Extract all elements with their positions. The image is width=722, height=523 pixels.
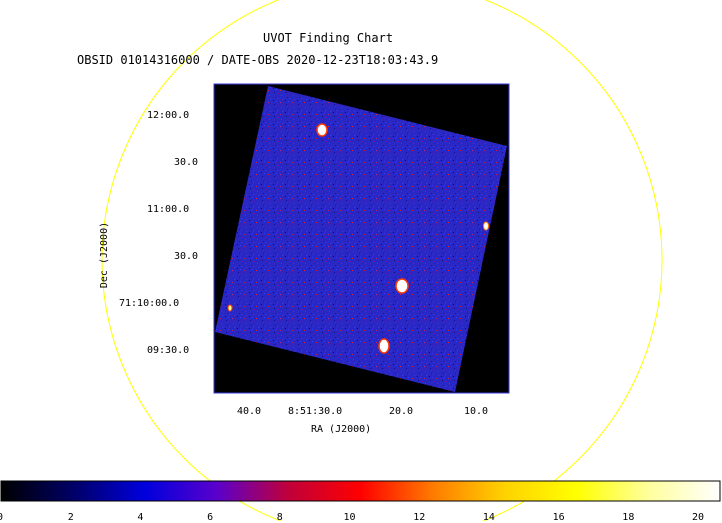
colorbar-tick-label: 6	[207, 512, 214, 523]
ra-tick-label: 40.0	[237, 406, 262, 417]
x-axis-label: RA (J2000)	[311, 424, 372, 435]
chart-title: UVOT Finding Chart	[263, 31, 394, 45]
colorbar-tick-label: 14	[482, 512, 495, 523]
colorbar-tick-label: 8	[276, 512, 283, 523]
ra-tick-label: 8:51:30.0	[288, 406, 343, 417]
dec-tick-label: 11:00.0	[147, 204, 190, 215]
dec-tick-label: 71:10:00.0	[119, 298, 180, 309]
colorbar-tick-label: 18	[622, 512, 635, 523]
source-marker	[227, 304, 233, 312]
colorbar-gradient	[0, 480, 721, 502]
chart-subtitle: OBSID 01014316000 / DATE-OBS 2020-12-23T…	[77, 53, 439, 67]
dec-tick-label: 30.0	[174, 157, 199, 168]
overlay-circle	[101, 0, 663, 521]
exposure-field	[215, 86, 507, 392]
source-marker	[378, 338, 390, 354]
source-marker	[316, 123, 328, 137]
dec-tick-label: 09:30.0	[147, 345, 190, 356]
colorbar-tick-label: 0	[0, 512, 4, 523]
dec-tick-label: 30.0	[174, 251, 199, 262]
colorbar	[0, 480, 721, 502]
source-marker	[483, 221, 489, 231]
source-marker	[395, 278, 409, 294]
colorbar-tick-label: 4	[137, 512, 144, 523]
colorbar-tick-label: 20	[692, 512, 705, 523]
y-axis-label: Dec (J2000)	[99, 221, 111, 289]
ra-tick-label: 20.0	[389, 406, 414, 417]
colorbar-tick-label: 12	[413, 512, 426, 523]
colorbar-tick-label: 10	[343, 512, 356, 523]
colorbar-tick-label: 2	[67, 512, 74, 523]
dec-tick-label: 12:00.0	[147, 110, 190, 121]
colorbar-tick-label: 16	[552, 512, 565, 523]
ra-tick-label: 10.0	[464, 406, 489, 417]
source-markers	[227, 123, 489, 354]
